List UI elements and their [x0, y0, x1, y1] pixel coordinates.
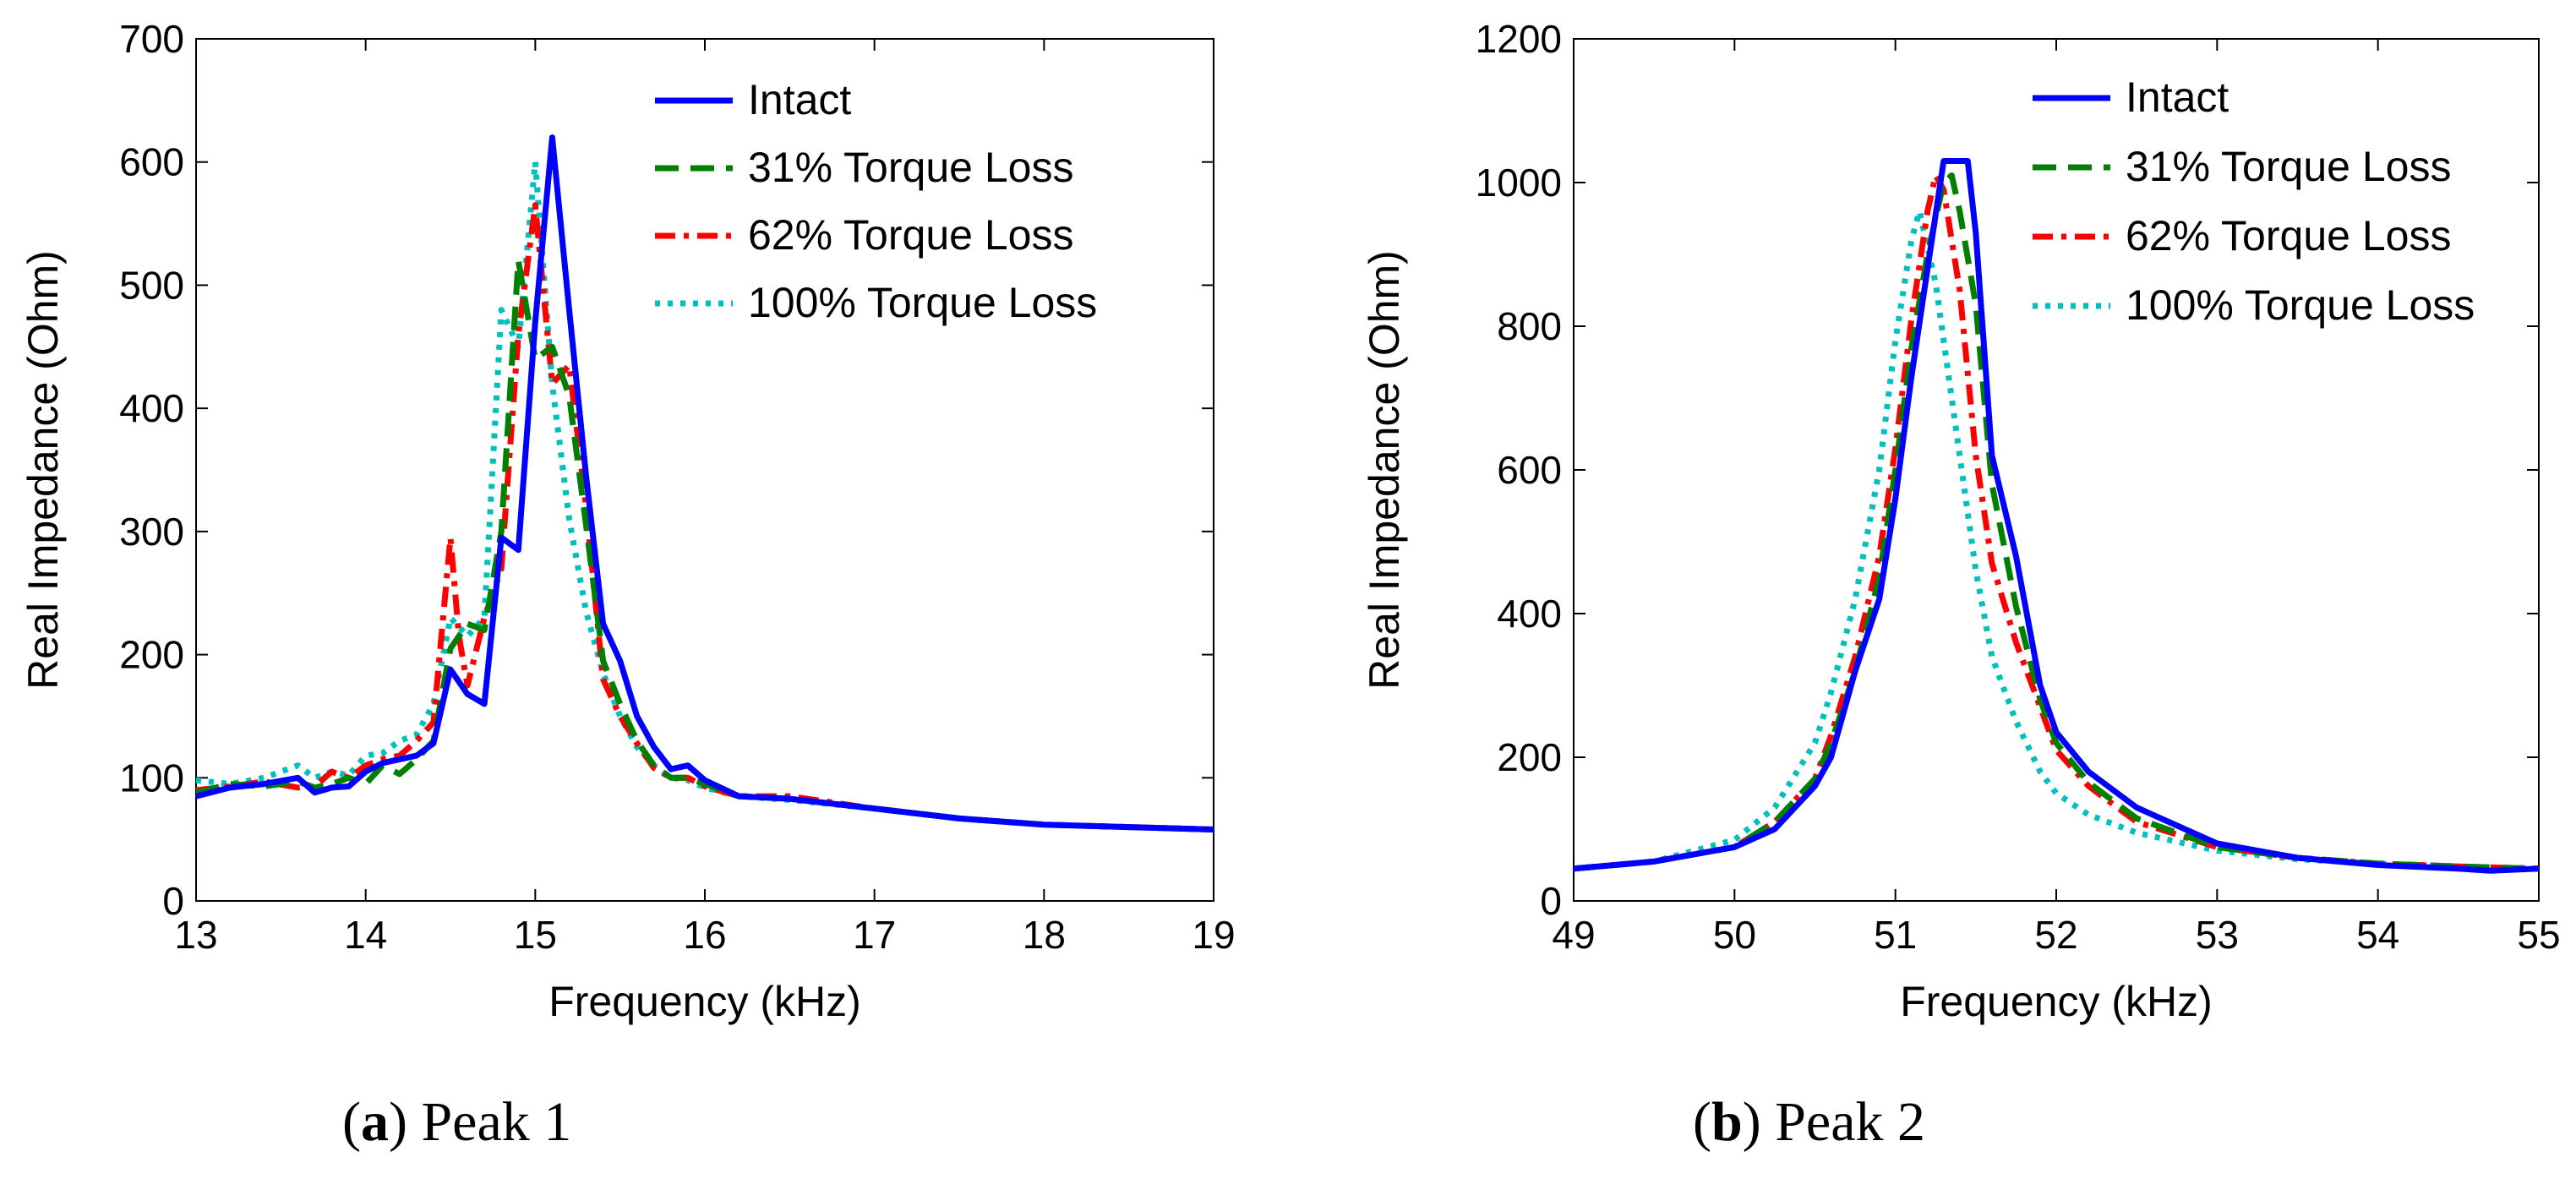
x-tick-label-b: 55 — [2517, 913, 2560, 957]
chart-panel-a: 13 14 15 16 17 18 19 0 100 200 300 400 500 600 700 Freq… — [19, 17, 1236, 1025]
series-line-b-0 — [1574, 158, 2539, 874]
y-tick-label-a: 0 — [162, 879, 184, 923]
y-tick-label-a: 500 — [119, 263, 184, 307]
series-line-a-1 — [196, 257, 1214, 832]
legend-label-b-1: 31% Torque Loss — [2126, 143, 2451, 190]
x-tick-label-a: 18 — [1023, 913, 1066, 957]
y-tick-label-a: 300 — [119, 510, 184, 554]
x-tick-label-b: 52 — [2034, 913, 2077, 957]
caption-a-letter: a — [360, 1091, 389, 1153]
y-axis-label-b: Real Impedance (Ohm) — [1361, 250, 1408, 690]
x-tick-label-b: 54 — [2356, 913, 2399, 957]
y-tick-label-b: 800 — [1497, 304, 1562, 348]
x-tick-label-b: 53 — [2196, 913, 2239, 957]
legend-label-a-1: 31% Torque Loss — [748, 144, 1073, 191]
y-tick-label-b: 600 — [1497, 448, 1562, 492]
x-tick-label-b: 50 — [1713, 913, 1756, 957]
caption-a-text: Peak 1 — [421, 1091, 572, 1153]
x-tick-label-a: 15 — [514, 913, 557, 957]
y-tick-label-b: 0 — [1540, 879, 1562, 923]
series-line-a-3 — [196, 159, 1214, 832]
caption-a: (a) Peak 1 — [342, 1091, 572, 1153]
caption-b-letter: b — [1711, 1091, 1743, 1153]
chart-panel-b: 49 50 51 52 53 54 55 0 200 400 600 800 1000 1200 Frequ… — [1361, 17, 2561, 1025]
y-tick-label-b: 1000 — [1476, 161, 1562, 205]
y-tick-label-a: 100 — [119, 756, 184, 800]
legend-label-a-0: Intact — [748, 76, 851, 123]
caption-b-text: Peak 2 — [1775, 1091, 1925, 1153]
x-tick-label-a: 19 — [1192, 913, 1235, 957]
x-tick-label-b: 51 — [1874, 913, 1917, 957]
series-line-b-1 — [1574, 172, 2539, 872]
x-tick-label-a: 17 — [853, 913, 896, 957]
x-tick-label-a: 13 — [174, 913, 217, 957]
y-tick-label-a: 600 — [119, 140, 184, 184]
y-axis-label-a: Real Impedance (Ohm) — [19, 250, 67, 690]
legend-label-a-3: 100% Torque Loss — [748, 279, 1097, 326]
legend-label-b-2: 62% Torque Loss — [2126, 212, 2451, 259]
y-tick-label-b: 1200 — [1476, 17, 1562, 61]
x-tick-label-a: 14 — [344, 913, 387, 957]
y-tick-label-b: 200 — [1497, 735, 1562, 779]
legend-label-b-3: 100% Torque Loss — [2126, 281, 2475, 329]
caption-b: (b) Peak 2 — [1693, 1091, 1925, 1153]
x-axis-label-b: Frequency (kHz) — [1900, 978, 2213, 1025]
series-line-b-3 — [1574, 208, 2539, 872]
y-tick-label-a: 200 — [119, 633, 184, 677]
legend-label-b-0: Intact — [2126, 74, 2229, 121]
x-tick-label-b: 49 — [1552, 913, 1595, 957]
legend-label-a-2: 62% Torque Loss — [748, 211, 1073, 259]
y-tick-label-a: 700 — [119, 17, 184, 61]
series-line-b-2 — [1574, 172, 2539, 872]
y-tick-label-b: 400 — [1497, 592, 1562, 636]
x-tick-label-a: 16 — [683, 913, 726, 957]
x-axis-label-a: Frequency (kHz) — [548, 978, 861, 1025]
y-tick-label-a: 400 — [119, 386, 184, 430]
series-line-a-0 — [196, 134, 1214, 832]
